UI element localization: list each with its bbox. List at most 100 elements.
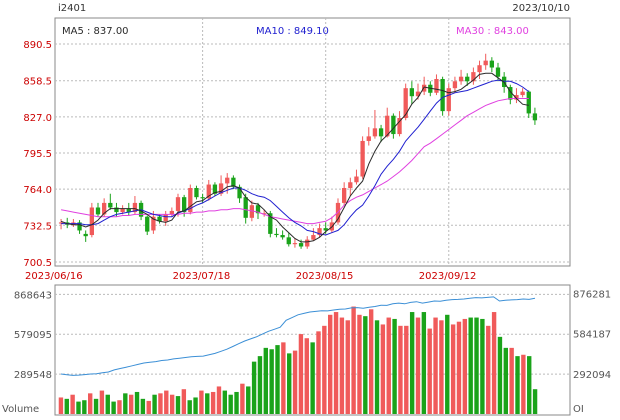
- candle-body: [268, 213, 273, 234]
- candle-body: [194, 187, 199, 198]
- candle-body: [151, 216, 156, 231]
- volume-bar: [374, 320, 380, 414]
- candle-body: [83, 233, 88, 237]
- candle-body: [169, 210, 174, 215]
- volume-bar: [263, 347, 268, 414]
- volume-bar: [409, 312, 415, 414]
- open-interest-polyline: [60, 296, 536, 376]
- volume-bar: [404, 325, 409, 414]
- candle-body: [182, 197, 187, 213]
- candle-body: [495, 67, 501, 77]
- candle-body: [206, 184, 211, 199]
- moving-average-lines: [60, 72, 530, 243]
- volume-bar: [445, 314, 450, 414]
- candle-body: [145, 216, 150, 232]
- volume-bar: [333, 312, 339, 414]
- volume-bar: [462, 318, 468, 414]
- volume-bar: [181, 389, 187, 414]
- volume-bar: [339, 317, 345, 414]
- volume-bar: [287, 353, 292, 414]
- volume-bar: [175, 396, 181, 414]
- candle-body: [323, 228, 328, 231]
- price-tick-label: 858.5: [23, 77, 52, 88]
- volume-bar: [363, 316, 368, 414]
- volume-y-axis: 868643 579095 289548 876281 584187 292094 Volu…: [2, 289, 611, 415]
- volume-bar: [368, 309, 374, 414]
- volume-bar: [128, 394, 134, 414]
- candle-body: [434, 78, 439, 93]
- volume-bar: [497, 336, 503, 414]
- price-tick-label: 890.5: [23, 40, 52, 51]
- volume-bar: [88, 393, 93, 414]
- volume-bar: [398, 325, 403, 414]
- volume-bar: [310, 342, 315, 414]
- candle-body: [409, 88, 414, 97]
- price-tick-label: 827.0: [23, 113, 52, 124]
- volume-bar: [521, 354, 526, 414]
- volume-bar: [503, 347, 508, 414]
- volume-bar: [58, 397, 64, 414]
- volume-bar: [164, 390, 169, 414]
- candle-body: [298, 243, 304, 247]
- volume-tick-label: 289548: [14, 370, 52, 381]
- candle-body: [274, 233, 279, 236]
- candle-body: [212, 184, 218, 194]
- volume-bar: [386, 317, 391, 414]
- volume-bar: [216, 386, 222, 414]
- price-tick-label: 795.5: [23, 149, 52, 160]
- date-x-axis: 2023/06/16 2023/07/18 2023/08/15 2023/09/12: [25, 271, 476, 282]
- date-label: 2023/10/10: [512, 3, 570, 14]
- candle-body: [422, 84, 427, 92]
- candle-body: [108, 202, 113, 208]
- candle-body: [360, 140, 365, 177]
- volume-bar: [222, 390, 228, 414]
- candle-body: [471, 72, 476, 82]
- candle-body: [77, 222, 82, 231]
- volume-bar: [421, 312, 427, 414]
- candle-body: [305, 239, 310, 247]
- candle-body: [58, 222, 64, 224]
- candle-body: [415, 91, 421, 97]
- candle-body: [114, 207, 119, 213]
- oi-tick-label: 292094: [573, 370, 611, 381]
- volume-bar: [415, 317, 421, 414]
- volume-bar: [439, 320, 444, 414]
- candle-body: [378, 128, 384, 137]
- volume-bar: [486, 325, 491, 414]
- ma30-line: [61, 98, 529, 225]
- volume-bar: [70, 394, 75, 414]
- candle-body: [458, 76, 464, 82]
- candle-body: [317, 228, 322, 236]
- candle-body: [440, 78, 445, 112]
- volume-bar: [134, 391, 140, 414]
- volume-panel-frame: [54, 284, 571, 416]
- volume-bar: [146, 400, 151, 414]
- candle-body: [397, 118, 402, 135]
- candle-body: [465, 76, 470, 82]
- volume-bar: [380, 324, 386, 414]
- volume-bar: [140, 398, 146, 414]
- candle-body: [489, 60, 494, 68]
- candle-body: [237, 186, 242, 199]
- candle-body: [231, 177, 236, 187]
- volume-bar: [491, 312, 497, 414]
- oi-tick-label: 876281: [573, 289, 611, 300]
- candle-body: [526, 91, 531, 114]
- price-tick-label: 700.5: [23, 258, 52, 269]
- price-grid: [55, 18, 570, 266]
- volume-label: Volume: [2, 404, 39, 415]
- ma10-line: [61, 79, 530, 236]
- candle-body: [385, 115, 390, 137]
- ma30-legend: MA30 : 843.00: [456, 26, 529, 37]
- volume-bar: [93, 398, 99, 414]
- candle-body: [354, 176, 359, 183]
- volume-bar: [298, 334, 304, 414]
- volume-tick-label: 868643: [14, 290, 52, 301]
- volume-bars: [58, 306, 538, 414]
- candle-body: [157, 216, 162, 222]
- candle-body: [126, 208, 131, 213]
- volume-bar: [123, 393, 128, 414]
- volume-bar: [199, 390, 204, 414]
- volume-bar: [281, 342, 286, 414]
